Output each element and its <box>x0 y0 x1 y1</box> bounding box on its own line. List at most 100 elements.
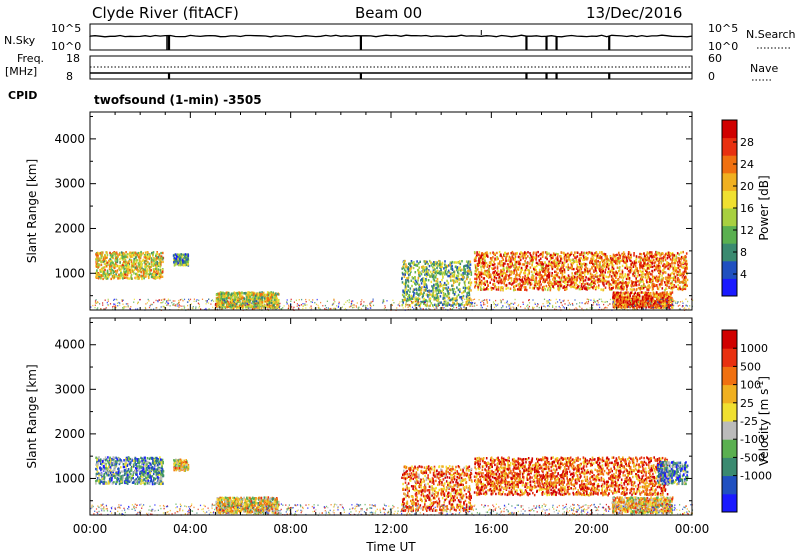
p0-echo-cell <box>648 272 651 275</box>
p0-echo-cell <box>622 303 625 307</box>
p0-echo-cell <box>498 276 501 279</box>
p0-echo-cell <box>624 284 627 287</box>
p0-echo-cell <box>147 255 149 259</box>
p0-echo-cell <box>679 272 682 275</box>
p0-echo-cell <box>545 266 548 269</box>
p0-echo-cell <box>661 269 664 272</box>
p0-echo-cell <box>415 287 418 291</box>
p0-echo-cell <box>519 272 521 275</box>
p0-echo-cell <box>489 275 492 279</box>
p0-echo-cell <box>641 271 644 275</box>
p0-echo-cell <box>650 251 653 254</box>
p0-echo-cell <box>602 267 604 270</box>
p0-echo-cell <box>594 286 597 290</box>
p0-echo-cell <box>522 263 525 266</box>
p0-echo-cell <box>547 262 550 265</box>
p0-echo-cell <box>633 271 635 274</box>
p0-echo-cell <box>426 293 429 297</box>
p0-echo-cell <box>113 266 116 270</box>
p0-echo-cell <box>678 281 681 284</box>
p0-echo-cell <box>576 276 579 279</box>
p0-echo-cell <box>558 281 560 284</box>
p0-echo-cell <box>489 273 492 276</box>
p0-echo-cell <box>112 270 115 273</box>
p0-echo-cell <box>643 273 646 276</box>
p0-echo-cell <box>625 264 628 267</box>
p0-echo-cell <box>421 296 424 299</box>
p0-echo-cell <box>553 276 555 279</box>
p0-echo-cell <box>546 277 548 280</box>
p0-echo-cell <box>671 306 674 309</box>
p0-echo-cell <box>475 256 477 259</box>
p0-echo-cell <box>449 263 452 267</box>
p0-echo-cell <box>483 281 486 285</box>
p0-echo-cell <box>112 264 115 267</box>
p0-echo-cell <box>677 261 679 264</box>
p0-echo-cell <box>571 262 573 265</box>
p0-echo-cell <box>173 261 175 264</box>
p0-echo-cell <box>135 258 137 261</box>
p0-echo-cell <box>524 266 527 269</box>
p0-echo-cell <box>137 269 139 272</box>
p0-echo-cell <box>544 278 547 281</box>
p0-echo-cell <box>455 261 458 264</box>
p0-echo-cell <box>121 263 124 267</box>
p0-echo-cell <box>104 254 106 258</box>
p0-echo-cell <box>555 273 557 277</box>
p0-echo-cell <box>423 285 426 289</box>
p0-echo-cell <box>276 297 279 301</box>
p0-echo-cell <box>669 263 671 266</box>
p0-echo-cell <box>425 268 428 271</box>
p0-echo-cell <box>442 296 445 300</box>
p0-echo-cell <box>567 267 569 271</box>
p0-echo-cell <box>583 267 586 271</box>
p0-echo-cell <box>120 267 123 270</box>
p0-echo-cell <box>131 264 134 267</box>
p0-echo-cell <box>185 261 187 264</box>
p0-echo-cell <box>621 253 624 257</box>
p0-echo-cell <box>507 278 509 281</box>
p0-echo-cell <box>487 288 490 291</box>
p0-echo-cell <box>665 276 667 279</box>
p0-echo-cell <box>600 280 602 283</box>
p0-echo-cell <box>268 298 270 302</box>
p0-echo-cell <box>146 261 149 264</box>
p0-echo-cell <box>598 256 600 260</box>
p0-echo-cell <box>602 269 605 273</box>
p0-echo-cell <box>600 273 603 277</box>
p0-echo-cell <box>604 268 607 271</box>
p0-echo-cell <box>646 302 649 305</box>
p0-echo-cell <box>580 251 583 254</box>
p0-echo-cell <box>662 277 665 280</box>
p0-echo-cell <box>658 271 660 275</box>
p0-echo-cell <box>443 299 445 302</box>
p0-echo-cell <box>612 286 614 290</box>
p0-echo-cell <box>230 305 232 308</box>
p0-echo-cell <box>514 288 517 291</box>
p0-echo-cell <box>467 270 469 273</box>
p0-echo-cell <box>635 266 638 270</box>
p0-echo-cell <box>571 276 573 280</box>
p0-echo-cell <box>433 286 435 289</box>
p0-echo-cell <box>415 283 417 286</box>
p0-echo-cell <box>268 300 271 303</box>
p0-echo-cell <box>423 281 425 284</box>
p0-echo-cell <box>656 264 658 267</box>
p0-echo-cell <box>179 256 182 259</box>
p0-echo-cell <box>152 268 155 271</box>
p0-echo-cell <box>627 276 629 280</box>
p0-echo-cell <box>574 272 576 275</box>
p0-echo-cell <box>619 273 621 276</box>
p0-echo-cell <box>470 289 472 292</box>
p0-echo-cell <box>516 267 519 271</box>
p0-echo-cell <box>673 265 676 268</box>
p0-echo-cell <box>589 251 591 254</box>
p0-echo-cell <box>112 263 115 266</box>
p0-echo-cell <box>480 268 483 271</box>
p0-echo-cell <box>637 305 640 308</box>
p0-echo-cell <box>444 260 446 263</box>
p0-echo-cell <box>418 297 421 301</box>
p0-echo-cell <box>220 297 222 300</box>
p0-echo-cell <box>611 258 613 262</box>
p0-echo-cell <box>115 273 117 276</box>
